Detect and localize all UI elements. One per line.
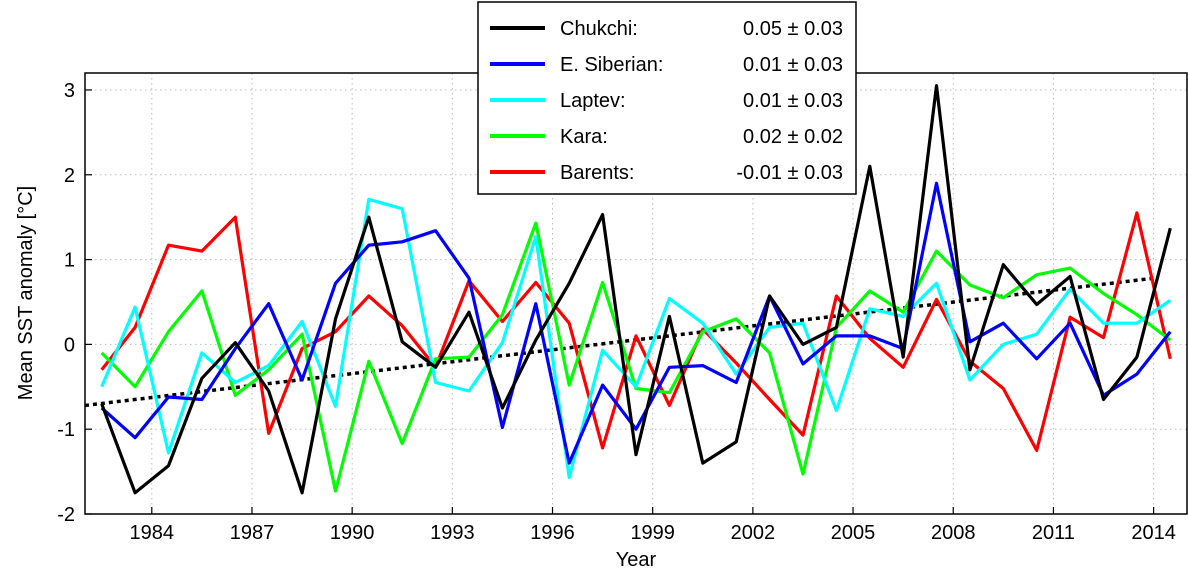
series-line-laptev <box>100 197 1172 480</box>
y-axis-label: Mean SST anomaly [°C] <box>15 186 37 400</box>
legend-trend-chukchi: 0.05 ± 0.03 <box>743 18 843 40</box>
legend-label-kara: Kara: <box>560 126 608 148</box>
x-tick-label: 2002 <box>731 522 776 544</box>
legend-label-barents: Barents: <box>560 162 634 184</box>
legend-label-laptev: Laptev: <box>560 90 626 112</box>
legend-label-esiberian: E. Siberian: <box>560 54 663 76</box>
legend-trend-laptev: 0.01 ± 0.03 <box>743 90 843 112</box>
legend-trend-kara: 0.02 ± 0.02 <box>743 126 843 148</box>
y-tick-label: 3 <box>64 80 75 102</box>
legend-label-chukchi: Chukchi: <box>560 18 638 40</box>
x-tick-label: 2005 <box>831 522 876 544</box>
y-tick-label: -1 <box>57 419 75 441</box>
series-line-esiberian <box>100 181 1172 465</box>
x-tick-label: 1987 <box>230 522 275 544</box>
series-line-chukchi <box>100 84 1172 495</box>
y-tick-label: 1 <box>64 250 75 272</box>
legend-trend-esiberian: 0.01 ± 0.03 <box>743 54 843 76</box>
series-lines <box>100 84 1172 495</box>
x-tick-label: 1996 <box>530 522 575 544</box>
y-tick-label: 2 <box>64 165 75 187</box>
x-axis-label: Year <box>616 549 657 571</box>
x-tick-label: 1990 <box>330 522 375 544</box>
series-line-barents <box>100 211 1172 452</box>
y-tick-label: -2 <box>57 504 75 526</box>
series-line-kara <box>100 221 1172 493</box>
x-tick-label: 1999 <box>630 522 675 544</box>
y-tick-label: 0 <box>64 334 75 356</box>
x-tick-label: 1984 <box>130 522 175 544</box>
axis-ticks: 1984 1987 1990 1993 1996 1999 2002 2005 2008 2011… <box>57 80 1176 544</box>
x-tick-label: 2014 <box>1131 522 1176 544</box>
legend: Chukchi: 0.05 ± 0.03 E. Siberian: 0.01 ± 0.… <box>477 1 857 195</box>
x-tick-label: 2008 <box>931 522 976 544</box>
x-tick-label: 1993 <box>430 522 475 544</box>
legend-trend-barents: -0.01 ± 0.03 <box>736 162 843 184</box>
x-tick-label: 2011 <box>1032 522 1075 544</box>
